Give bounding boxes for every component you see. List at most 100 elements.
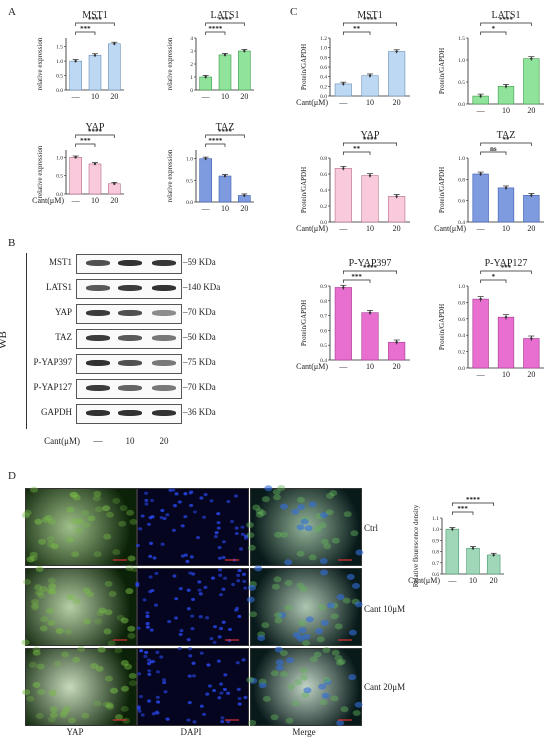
cell bbox=[227, 627, 232, 632]
cell bbox=[151, 659, 156, 664]
cell bbox=[261, 496, 270, 503]
cell bbox=[72, 494, 81, 501]
cell bbox=[26, 695, 35, 702]
cell bbox=[108, 590, 117, 597]
cell bbox=[116, 614, 125, 621]
cell bbox=[239, 547, 244, 551]
bar bbox=[108, 183, 121, 195]
cell bbox=[211, 576, 216, 580]
cell bbox=[75, 518, 84, 525]
cell bbox=[188, 491, 193, 495]
cell bbox=[248, 719, 257, 726]
cell bbox=[284, 579, 293, 586]
bar bbox=[361, 175, 379, 223]
significance-label: *** bbox=[80, 25, 91, 33]
data-point bbox=[243, 49, 246, 53]
y-tick-label: 0.8 bbox=[320, 55, 327, 61]
treatment-label: Cant(μM) bbox=[296, 224, 328, 233]
cell bbox=[29, 551, 38, 558]
cell bbox=[231, 582, 236, 587]
cell bbox=[59, 711, 68, 718]
cell bbox=[162, 681, 167, 685]
significance-label: *** bbox=[80, 137, 91, 145]
cell bbox=[249, 611, 258, 618]
cell bbox=[95, 665, 104, 672]
wb-band bbox=[118, 310, 142, 316]
cell bbox=[23, 509, 32, 516]
y-tick-label: 1 bbox=[190, 75, 193, 81]
cell bbox=[241, 658, 246, 662]
bar bbox=[334, 168, 352, 223]
cell bbox=[135, 543, 140, 548]
cell bbox=[148, 554, 153, 558]
wb-band bbox=[152, 310, 176, 316]
cell bbox=[334, 623, 343, 630]
x-tick-label: 10 bbox=[502, 370, 510, 379]
cell bbox=[240, 532, 245, 536]
cell bbox=[48, 583, 57, 590]
y-tick-label: 4 bbox=[190, 36, 193, 42]
cell bbox=[61, 651, 70, 658]
cell bbox=[298, 627, 307, 634]
cell bbox=[85, 591, 94, 598]
cell bbox=[197, 588, 202, 592]
cell bbox=[196, 535, 201, 540]
bar bbox=[199, 158, 212, 203]
significance-bracket bbox=[205, 22, 245, 26]
data-point bbox=[368, 74, 372, 77]
cell bbox=[241, 572, 246, 576]
significance-label: * bbox=[492, 273, 496, 281]
wb-kda-label: –70 KDa bbox=[183, 307, 216, 317]
cell bbox=[77, 645, 86, 652]
x-tick-label: 10 bbox=[366, 362, 374, 371]
cell bbox=[150, 515, 155, 519]
cell bbox=[36, 663, 45, 670]
y-axis-label: Protein/GAPDH bbox=[438, 48, 446, 94]
cell bbox=[106, 704, 115, 711]
western-blot-bracket bbox=[26, 253, 31, 429]
cell bbox=[144, 491, 149, 495]
cell bbox=[262, 695, 271, 702]
cell bbox=[145, 625, 150, 629]
wb-kda-label: –140 KDa bbox=[183, 282, 221, 292]
cell bbox=[125, 588, 134, 595]
cell bbox=[216, 659, 221, 663]
wb-band bbox=[86, 385, 110, 391]
cell bbox=[103, 628, 112, 635]
cell bbox=[220, 716, 225, 720]
data-point bbox=[74, 59, 77, 63]
x-tick-label: 20 bbox=[393, 224, 401, 233]
cell bbox=[32, 646, 41, 653]
cell bbox=[144, 502, 149, 506]
cell bbox=[186, 638, 191, 642]
cell bbox=[178, 632, 183, 637]
cell bbox=[258, 509, 267, 516]
significance-label: **** bbox=[208, 25, 223, 33]
wb-protein-label: LATS1 bbox=[45, 282, 72, 292]
cell bbox=[190, 627, 195, 631]
cell bbox=[322, 647, 331, 654]
cell bbox=[154, 571, 159, 575]
cell bbox=[135, 583, 140, 587]
bar bbox=[69, 60, 82, 91]
cell bbox=[185, 559, 190, 564]
cell bbox=[44, 514, 53, 521]
cell bbox=[87, 515, 96, 522]
cell bbox=[285, 717, 294, 724]
cell bbox=[199, 704, 204, 708]
cell bbox=[137, 709, 142, 713]
cell bbox=[150, 498, 155, 503]
cell bbox=[320, 619, 329, 626]
cell bbox=[102, 505, 111, 512]
cell bbox=[319, 699, 328, 706]
wb-band bbox=[118, 410, 142, 416]
cell bbox=[66, 536, 75, 543]
micrograph-tile bbox=[25, 488, 137, 566]
cell bbox=[279, 671, 288, 678]
cell bbox=[189, 555, 194, 559]
wb-treatment-label: Cant(μM) bbox=[44, 436, 80, 446]
cell bbox=[151, 712, 156, 716]
wb-band bbox=[86, 310, 110, 316]
x-tick-label: 20 bbox=[527, 370, 535, 379]
significance-bracket bbox=[342, 151, 371, 155]
